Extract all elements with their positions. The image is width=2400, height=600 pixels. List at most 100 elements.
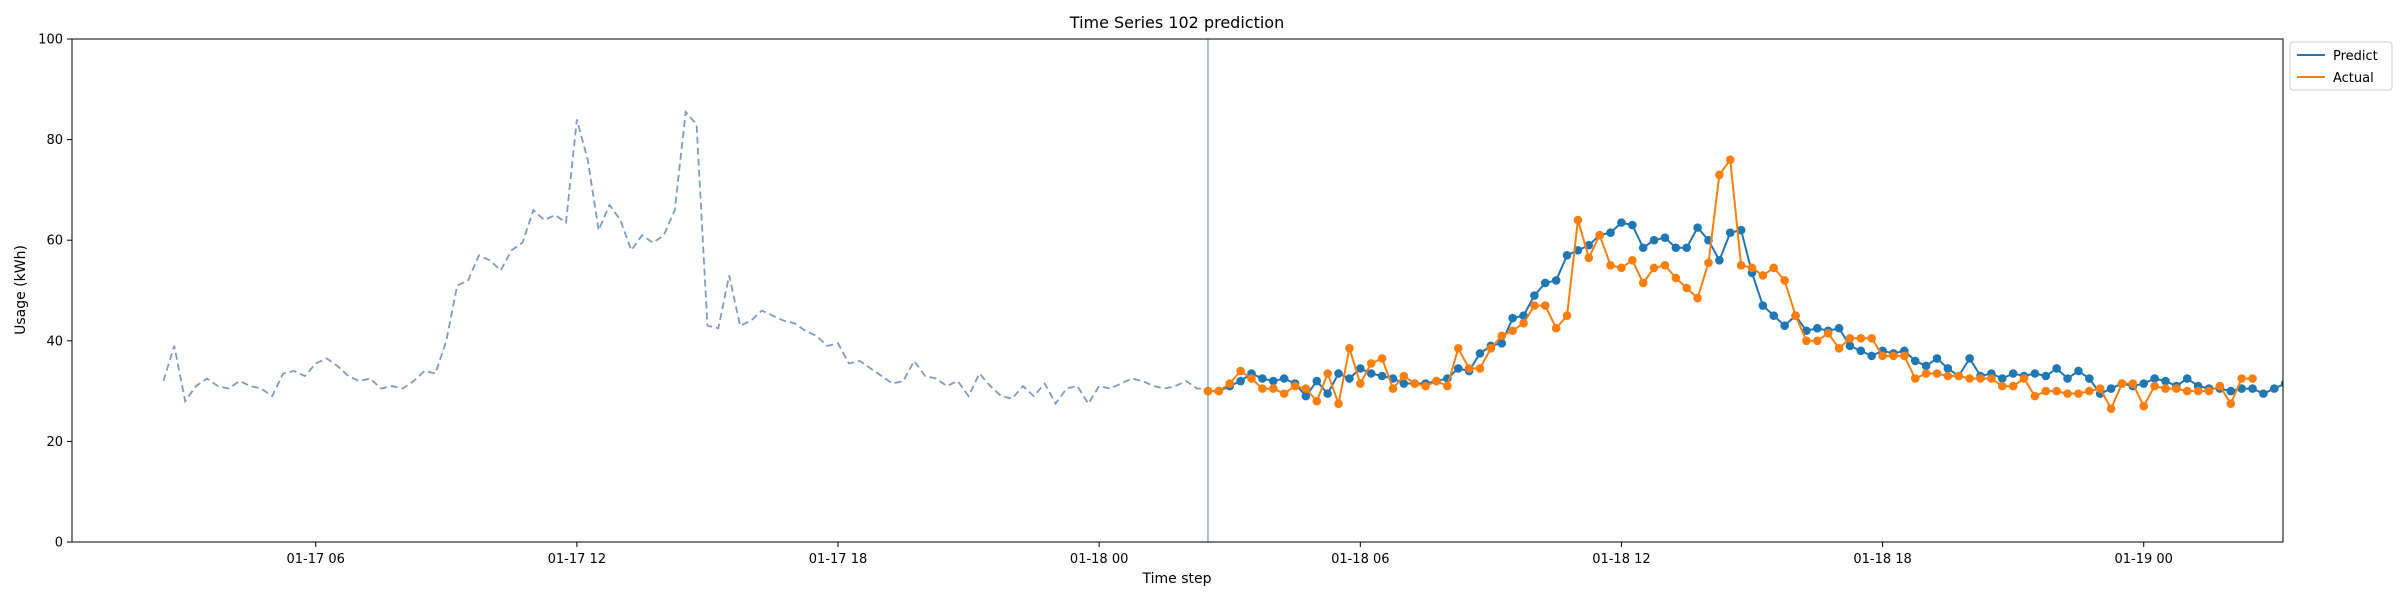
x-tick-label: 01-18 00 bbox=[1070, 552, 1128, 567]
x-tick-label: 01-18 18 bbox=[1853, 552, 1911, 567]
predict-point bbox=[1943, 364, 1953, 373]
predict-point bbox=[1660, 233, 1670, 242]
y-tick-label: 100 bbox=[38, 33, 63, 48]
actual-point bbox=[2063, 389, 2072, 398]
actual-point bbox=[1410, 379, 1419, 388]
x-tick-label: 01-17 12 bbox=[548, 552, 606, 567]
predict-point bbox=[1540, 278, 1550, 288]
y-tick-label: 20 bbox=[46, 435, 63, 450]
predict-point bbox=[1802, 326, 1811, 336]
actual-point bbox=[2074, 389, 2083, 398]
plot-frame bbox=[71, 38, 2284, 543]
y-tick-label: 0 bbox=[55, 536, 63, 551]
predict-point bbox=[1856, 346, 1866, 356]
actual-point bbox=[1530, 301, 1539, 310]
actual-point bbox=[2150, 381, 2159, 391]
predict-point bbox=[2085, 374, 2094, 383]
x-tick-label: 01-18 06 bbox=[1331, 552, 1389, 567]
actual-point bbox=[1823, 328, 1833, 338]
predict-point bbox=[2259, 389, 2268, 398]
actual-point bbox=[1845, 333, 1855, 343]
actual-point bbox=[1258, 384, 1267, 393]
predict-point bbox=[1921, 361, 1931, 371]
actual-point bbox=[1214, 386, 1224, 396]
predict-point bbox=[1965, 354, 1974, 363]
history-line bbox=[162, 109, 1220, 406]
predict-point bbox=[2270, 384, 2279, 393]
actual-point bbox=[2117, 379, 2127, 388]
y-tick-label: 60 bbox=[46, 234, 63, 249]
actual-point bbox=[1508, 326, 1517, 336]
actual-point bbox=[1312, 396, 1322, 406]
predict-point bbox=[1649, 235, 1659, 245]
actual-point bbox=[1780, 276, 1789, 285]
actual-point bbox=[2128, 379, 2138, 388]
actual-point bbox=[2248, 374, 2257, 383]
actual-point bbox=[2106, 404, 2116, 414]
predict-point bbox=[2063, 374, 2072, 383]
actual-point bbox=[1900, 351, 1909, 361]
predict-point bbox=[1725, 228, 1735, 237]
predict-point bbox=[1997, 374, 2007, 383]
predict-point bbox=[1780, 321, 1789, 331]
actual-point bbox=[2019, 374, 2029, 383]
actual-point bbox=[2008, 381, 2018, 391]
actual-point bbox=[1813, 336, 1822, 346]
actual-point bbox=[1486, 344, 1496, 353]
y-tick-label: 40 bbox=[46, 334, 63, 349]
actual-point bbox=[1943, 371, 1953, 381]
actual-point bbox=[1693, 293, 1702, 303]
actual-point bbox=[1225, 379, 1235, 388]
actual-point bbox=[2226, 399, 2236, 408]
predict-point bbox=[2248, 384, 2257, 393]
actual-point bbox=[1323, 369, 1332, 378]
predict-point bbox=[2074, 366, 2083, 376]
actual-point bbox=[2161, 384, 2170, 393]
actual-point bbox=[2182, 386, 2192, 396]
actual-point bbox=[1236, 366, 1245, 376]
axis-ticks: 0 20 40 60 80 100 01-17 06 01-17 12 01-17 18 01-1… bbox=[38, 33, 2173, 568]
actual-point bbox=[1399, 371, 1409, 381]
actual-point bbox=[2215, 381, 2225, 391]
predict-point bbox=[1279, 374, 1289, 383]
predict-point bbox=[2237, 384, 2246, 393]
actual-point bbox=[1791, 311, 1800, 320]
actual-point bbox=[1377, 354, 1387, 363]
actual-point bbox=[1628, 256, 1637, 265]
predict-point bbox=[1736, 225, 1746, 235]
actual-point bbox=[1802, 336, 1811, 346]
actual-point bbox=[2085, 386, 2094, 396]
actual-point bbox=[1366, 359, 1376, 368]
x-tick-label: 01-18 12 bbox=[1592, 552, 1650, 567]
predict-point bbox=[1910, 356, 1920, 366]
y-axis-title: Usage (kWh) bbox=[13, 245, 29, 335]
actual-point bbox=[1334, 399, 1343, 408]
predict-point bbox=[2106, 384, 2116, 393]
y-tick-label: 80 bbox=[46, 133, 63, 148]
predict-point bbox=[1236, 376, 1245, 386]
predict-point bbox=[1301, 391, 1311, 401]
actual-point bbox=[1889, 351, 1898, 361]
predict-point bbox=[1769, 311, 1779, 320]
predict-point bbox=[1867, 351, 1876, 361]
actual-point bbox=[1279, 389, 1289, 398]
predict-point bbox=[1519, 311, 1528, 320]
actual-point bbox=[1932, 369, 1942, 378]
predict-point bbox=[2008, 369, 2018, 378]
actual-point bbox=[1954, 371, 1964, 381]
predict-point bbox=[1312, 376, 1322, 386]
predict-point bbox=[1573, 245, 1583, 255]
actual-point bbox=[1247, 374, 1256, 383]
predict-point bbox=[1497, 339, 1507, 348]
predict-point bbox=[1323, 389, 1332, 398]
predict-point bbox=[1715, 256, 1724, 265]
legend: Predict Actual bbox=[2289, 41, 2393, 91]
actual-point bbox=[1497, 331, 1507, 341]
predict-point bbox=[1268, 376, 1278, 386]
actual-point bbox=[1878, 351, 1887, 361]
actual-point bbox=[1736, 261, 1746, 270]
actual-point bbox=[1356, 379, 1365, 388]
actual-point bbox=[1301, 384, 1311, 393]
